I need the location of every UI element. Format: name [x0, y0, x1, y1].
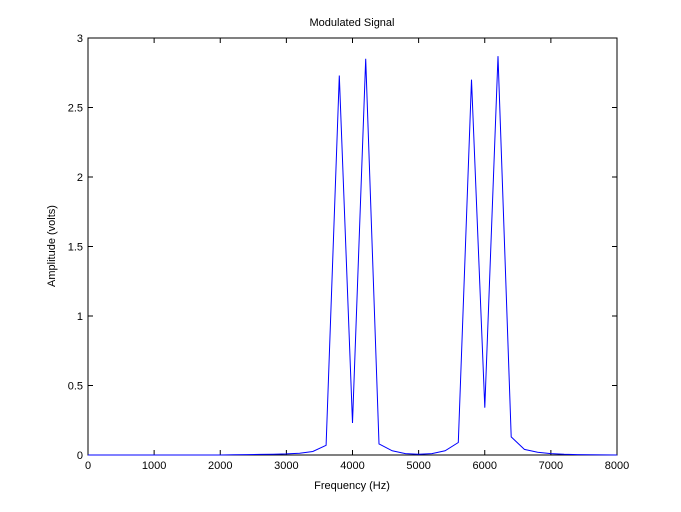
y-tick-label: 2	[77, 172, 83, 184]
y-tick-label: 1	[77, 311, 83, 323]
x-tick-label: 2000	[208, 460, 232, 472]
y-axis-title: Amplitude (volts)	[46, 205, 58, 287]
x-tick-label: 3000	[274, 460, 298, 472]
y-tick-label: 2.5	[68, 103, 83, 115]
chart-title: Modulated Signal	[309, 17, 394, 29]
x-tick-label: 7000	[539, 460, 563, 472]
x-tick-label: 1000	[142, 460, 166, 472]
x-axis-ticks: 0 1000 2000 3000 4000 5000 6000 7000 8000	[85, 38, 629, 472]
y-axis-ticks: 0 0.5 1 1.5 2 2.5 3	[68, 33, 617, 462]
x-axis-title: Frequency (Hz)	[314, 480, 390, 492]
y-tick-label: 0	[77, 450, 83, 462]
y-tick-label: 1.5	[68, 242, 83, 254]
x-tick-label: 6000	[473, 460, 497, 472]
x-tick-label: 0	[85, 460, 91, 472]
y-tick-label: 3	[77, 33, 83, 45]
x-tick-label: 4000	[340, 460, 364, 472]
series-line	[88, 56, 618, 456]
x-tick-label: 5000	[406, 460, 430, 472]
y-tick-label: 0.5	[68, 381, 83, 393]
x-tick-label: 8000	[605, 460, 629, 472]
plot-frame	[87, 37, 618, 456]
